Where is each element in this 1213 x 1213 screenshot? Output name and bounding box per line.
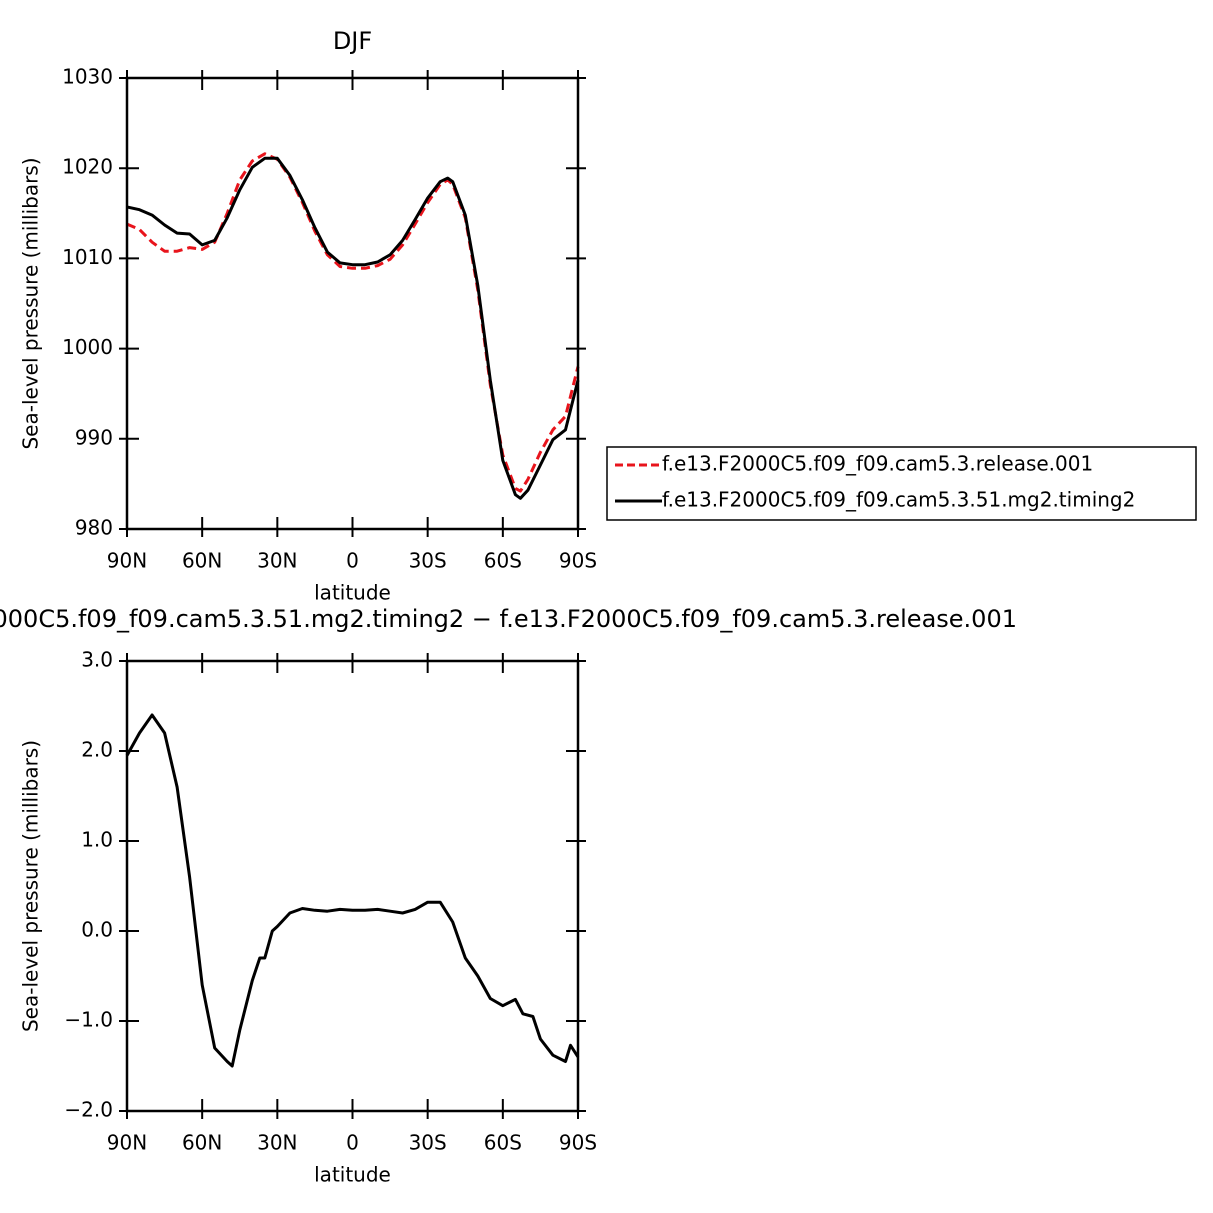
x-tick-label: 90S [559,549,597,573]
plot-frame [125,76,580,531]
legend-label: f.e13.F2000C5.f09_f09.cam5.3.release.001 [662,452,1093,476]
legend-box [606,446,1197,521]
x-tick-label: 60S [484,549,522,573]
chart-title: f.e13.F2000C5.f09_f09.cam5.3.51.mg2.timi… [0,605,1017,633]
x-tick-label: 30S [409,549,447,573]
x-tick-label: 0 [346,1131,359,1155]
x-axis-label: latitude [314,1163,391,1187]
plot-frame [125,659,580,1113]
series-line [125,713,580,1068]
legend-label: f.e13.F2000C5.f09_f09.cam5.3.51.mg2.timi… [662,488,1135,512]
y-tick-label: 0.0 [81,918,113,942]
y-tick-label: 1000 [62,335,113,359]
y-tick-label: 3.0 [81,648,113,672]
x-tick-label: 90S [559,1131,597,1155]
x-tick-label: 30N [257,549,297,573]
chart-title: DJF [333,27,372,55]
y-tick-label: 1030 [62,65,113,89]
x-tick-label: 90N [107,1131,147,1155]
y-tick-label: 980 [75,516,113,540]
x-axis-label: latitude [314,581,391,605]
y-tick-label: 2.0 [81,738,113,762]
y-tick-label: −2.0 [64,1098,113,1122]
x-tick-label: 60N [182,549,222,573]
x-tick-label: 60N [182,1131,222,1155]
y-tick-label: 1010 [62,245,113,269]
y-tick-label: 1020 [62,155,113,179]
x-tick-label: 30S [409,1131,447,1155]
y-tick-label: −1.0 [64,1008,113,1032]
series-line [126,156,580,500]
y-tick-label: 1.0 [81,828,113,852]
y-axis-label: Sea-level pressure (millibars) [19,157,43,449]
y-axis-label: Sea-level pressure (millibars) [19,740,43,1032]
series-line [126,152,580,493]
x-tick-label: 30N [257,1131,297,1155]
x-tick-label: 90N [107,549,147,573]
y-tick-label: 990 [75,425,113,449]
x-tick-label: 60S [484,1131,522,1155]
x-tick-label: 0 [346,549,359,573]
